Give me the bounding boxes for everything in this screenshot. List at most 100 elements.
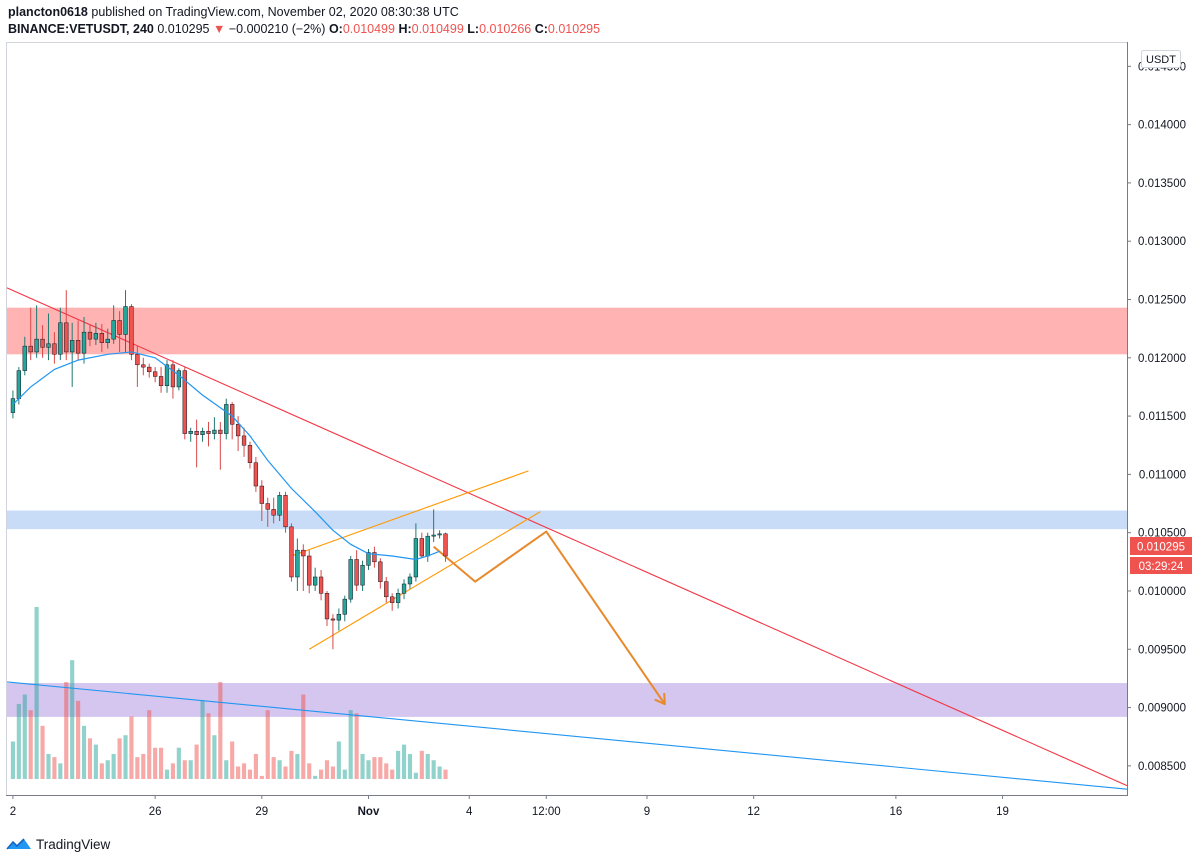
candle-body [395, 593, 401, 603]
candle-body [425, 535, 430, 557]
volume-bar [117, 738, 122, 779]
volume-bar [99, 763, 104, 779]
candle [93, 322, 99, 345]
candle-body [70, 340, 75, 353]
volume-bar [277, 760, 282, 779]
volume-bar [313, 775, 318, 779]
candle-body [200, 430, 205, 435]
candle [313, 567, 318, 591]
countdown-badge-text: 03:29:24 [1139, 561, 1184, 573]
tradingview-logo-icon [6, 838, 31, 850]
candle-body [324, 593, 330, 620]
candle-body [105, 338, 110, 343]
time-tick-label: 12:00 [532, 806, 561, 818]
price-tick-label: 0.009000 [1138, 703, 1186, 715]
candle [230, 402, 235, 440]
last-price-badge [1130, 537, 1192, 555]
candle-body [176, 370, 181, 388]
candle [200, 427, 205, 442]
volume-bar [384, 763, 389, 779]
candle [28, 307, 33, 361]
time-tick-label: Nov [358, 806, 380, 818]
price-tick-label: 0.013500 [1138, 178, 1186, 190]
candle [87, 323, 93, 347]
trendline-wedge-lower [308, 511, 541, 650]
volume-bar [330, 766, 335, 779]
candle [277, 491, 282, 522]
time-axis[interactable]: 2 26 29 Nov 4 12:00 9 12 16 19 [10, 795, 1009, 818]
volume-bar [70, 660, 75, 779]
time-tick-label: 9 [644, 806, 650, 818]
volume-bar [295, 753, 300, 779]
candle-body [390, 596, 395, 603]
volume-bar [241, 763, 247, 779]
volume-bar [170, 763, 175, 779]
candle-body [123, 306, 128, 335]
candle-body [431, 534, 436, 537]
price-tick-label: 0.010000 [1138, 586, 1186, 598]
candle [52, 332, 57, 364]
price-tick-label: 0.013000 [1138, 236, 1186, 248]
candle-body [336, 614, 341, 621]
volume-bar [307, 763, 312, 779]
volume-bar [46, 753, 51, 779]
candle-body [295, 549, 300, 578]
close-label: C: [534, 22, 548, 36]
time-tick-label: 29 [255, 806, 268, 818]
candle [318, 569, 324, 601]
candle-body [407, 576, 413, 585]
candle-body [129, 306, 134, 355]
price-axis[interactable]: 0.0145000.0140000.0135000.0130000.012500… [1127, 61, 1186, 773]
zone-resistance [7, 307, 1127, 355]
candle-body [253, 462, 259, 487]
volume-bar [76, 700, 81, 779]
candle [99, 323, 104, 352]
price-tick-label: 0.012500 [1138, 294, 1186, 306]
tradingview-brand[interactable]: TradingView [36, 836, 111, 852]
projection-path [433, 530, 666, 705]
candle-body [52, 343, 57, 355]
candle-body [111, 320, 116, 340]
volume-bar [443, 769, 448, 779]
candle [307, 550, 312, 594]
candle-body [22, 345, 27, 371]
candle-body [277, 495, 282, 516]
time-tick-label: 26 [149, 806, 162, 818]
volume-bar [289, 750, 294, 779]
trendline-descending-support [6, 681, 1128, 790]
volume-bar [342, 769, 347, 779]
volume-bar [129, 716, 134, 779]
candle [75, 320, 81, 361]
candles-layer [10, 290, 448, 650]
volume-bar [212, 735, 217, 779]
volume-bar [200, 700, 205, 779]
trendline-wedge-upper [291, 470, 529, 557]
currency-box[interactable] [1141, 50, 1181, 68]
candle-body [235, 423, 241, 437]
candle [348, 555, 353, 603]
volume-bar [236, 766, 241, 779]
candle [141, 357, 146, 376]
volume-bar [366, 760, 371, 779]
candle-body [40, 338, 45, 348]
volume-bar [390, 769, 395, 779]
volume-bar [301, 694, 306, 779]
price-tick-label: 0.011000 [1139, 469, 1186, 481]
volume-bar [396, 750, 401, 779]
volume-bar [40, 725, 45, 779]
open-value: 0.010499 [342, 22, 395, 36]
candle [46, 313, 51, 361]
candle [153, 367, 158, 383]
candle [271, 497, 276, 524]
zone-mid [7, 510, 1127, 530]
change-down-icon: ▼ [212, 22, 226, 36]
candle-body [241, 435, 247, 446]
symbol-label: BINANCE:VETUSDT, 240 [8, 22, 154, 36]
candle-body [206, 430, 211, 434]
candle-body [307, 555, 312, 586]
candle [224, 398, 229, 440]
publisher-name[interactable]: plancton0618 [8, 5, 88, 19]
candle-body [158, 376, 164, 387]
